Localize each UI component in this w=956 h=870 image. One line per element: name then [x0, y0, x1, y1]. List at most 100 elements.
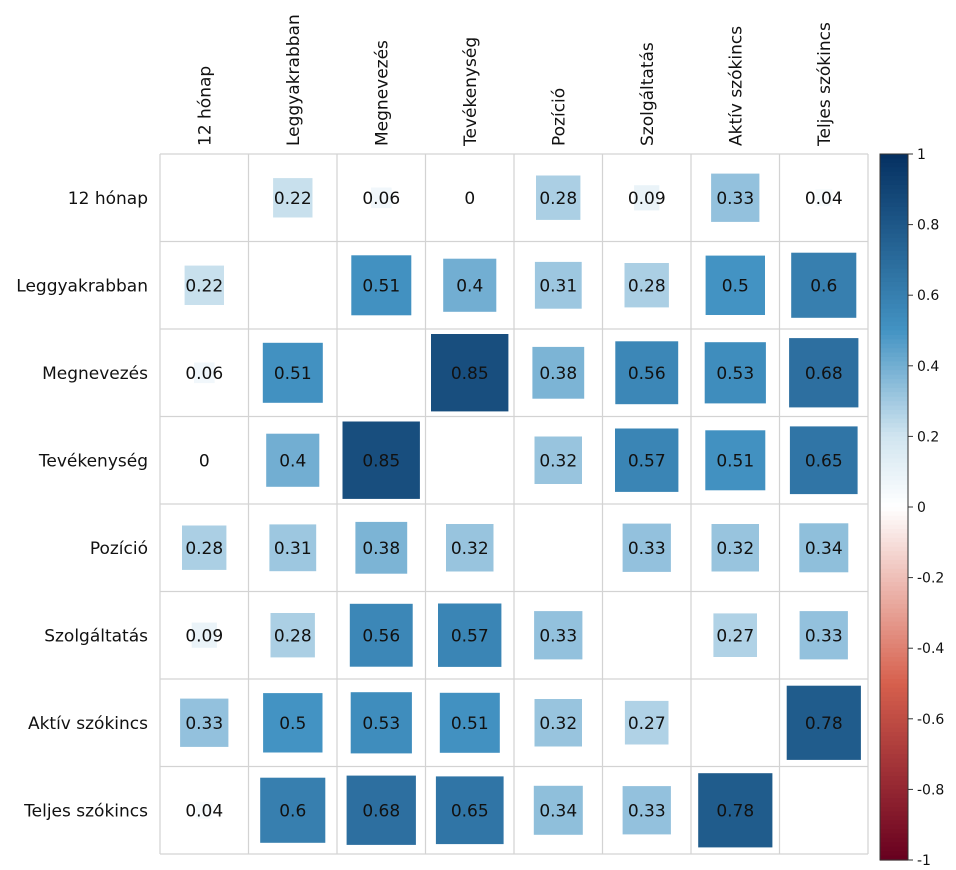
colorbar-segment	[880, 701, 908, 707]
colorbar-tick-label: 0.8	[917, 218, 939, 234]
cell-square	[270, 613, 315, 658]
cell-value-label: 0.09	[628, 189, 666, 209]
heatmap-cell: 0.28	[270, 613, 315, 658]
colorbar-segment	[880, 855, 908, 861]
colorbar-segment	[880, 471, 908, 477]
colorbar-segment	[880, 255, 908, 261]
row-label: Leggyakrabban	[16, 276, 148, 296]
heatmap-cell: 0.57	[438, 603, 502, 667]
cell-square	[266, 433, 320, 487]
heatmap-cell: 0.85	[342, 421, 420, 499]
colorbar-segment	[880, 198, 908, 204]
colorbar-segment	[880, 568, 908, 574]
cell-value-label: 0.27	[628, 714, 666, 734]
row-label: Pozíció	[90, 539, 148, 559]
colorbar-segment	[880, 308, 908, 314]
column-label: Tevékenység	[461, 37, 481, 147]
heatmap-cell: 0.32	[534, 699, 582, 747]
colorbar-segment	[880, 304, 908, 310]
colorbar-segment	[880, 251, 908, 257]
colorbar-segment	[880, 334, 908, 340]
cell-square	[351, 255, 412, 316]
colorbar-segment	[880, 312, 908, 318]
cell-value-label: 0.33	[716, 189, 754, 209]
colorbar-segment	[880, 582, 908, 588]
cell-square	[435, 776, 504, 845]
heatmap-cell: 0.31	[534, 261, 582, 309]
row-label: Megnevezés	[42, 364, 148, 384]
colorbar-segment	[880, 352, 908, 358]
colorbar-segment	[880, 723, 908, 729]
cell-square	[350, 692, 412, 754]
cell-value-label: 0.28	[628, 276, 666, 296]
colorbar-segment	[880, 233, 908, 239]
colorbar-segment	[880, 736, 908, 742]
heatmap-cell: 0.4	[266, 433, 320, 487]
cell-value-label: 0.28	[539, 189, 577, 209]
colorbar-segment	[880, 758, 908, 764]
heatmap-cell: 0.78	[786, 685, 861, 760]
colorbar-segment	[880, 202, 908, 208]
cell-value-label: 0.33	[539, 626, 577, 646]
colorbar-segment	[880, 246, 908, 252]
heatmap-cell: 0.51	[262, 342, 323, 403]
heatmap-cell: 0.31	[269, 524, 317, 572]
colorbar-segment	[880, 436, 908, 442]
colorbar-segment	[880, 476, 908, 482]
colorbar-segment	[880, 392, 908, 398]
heatmap-cell: 0.34	[799, 523, 849, 573]
colorbar-segment	[880, 511, 908, 517]
colorbar-segment	[880, 665, 908, 671]
row-labels: 12 hónap Leggyakrabban Megnevezés Tevékenys…	[16, 189, 148, 822]
colorbar-segment	[880, 842, 908, 848]
colorbar-segment	[880, 551, 908, 557]
colorbar-segment	[880, 286, 908, 292]
heatmap-cell: 0.28	[182, 525, 227, 570]
cell-value-label: 0	[199, 451, 210, 471]
cell-square	[194, 362, 215, 384]
colorbar-segment	[880, 418, 908, 424]
cell-square	[438, 603, 502, 667]
cell-square	[263, 693, 323, 753]
colorbar-segment	[880, 277, 908, 283]
colorbar-segment	[880, 431, 908, 437]
cell-square	[791, 252, 857, 318]
cell-value-label: 0.33	[805, 626, 843, 646]
cell-value-label: 0.33	[628, 539, 666, 559]
colorbar-segment	[880, 445, 908, 451]
cell-square	[446, 524, 494, 572]
heatmap-cell: 0.33	[622, 786, 671, 835]
heatmap-cell: 0.6	[791, 252, 857, 318]
heatmap-cell: 0.68	[789, 338, 859, 408]
heatmap-cell: 0.53	[350, 692, 412, 754]
heatmap-cell: 0.5	[705, 255, 765, 315]
heatmap-cell: 0.38	[532, 346, 585, 399]
cell-value-label: 0.65	[805, 451, 843, 471]
colorbar-segment	[880, 829, 908, 835]
cell-square	[534, 699, 582, 747]
colorbar-segment	[880, 268, 908, 274]
cell-value-label: 0.85	[362, 451, 400, 471]
colorbar-segment	[880, 273, 908, 279]
cell-value-label: 0.57	[628, 451, 666, 471]
cell-value-label: 0.31	[274, 539, 312, 559]
heatmap-cell: 0.27	[713, 613, 757, 657]
colorbar-segment	[880, 643, 908, 649]
colorbar-segment	[880, 745, 908, 751]
heatmap-cell: 0.06	[185, 362, 223, 384]
cell-square	[622, 786, 671, 835]
colorbar-segment	[880, 727, 908, 733]
colorbar-segment	[880, 299, 908, 305]
heatmap-cell: 0.32	[534, 436, 582, 484]
heatmap-cell: 0.09	[628, 185, 666, 211]
colorbar-segment	[880, 820, 908, 826]
colorbar-segment	[880, 846, 908, 852]
colorbar-tick-label: -0.6	[917, 712, 944, 728]
cell-square	[624, 700, 669, 745]
colorbar-segment	[880, 356, 908, 362]
colorbar-segment	[880, 206, 908, 212]
cell-value-label: 0.34	[805, 539, 843, 559]
cell-square	[711, 524, 759, 572]
cell-value-label: 0.28	[185, 539, 223, 559]
